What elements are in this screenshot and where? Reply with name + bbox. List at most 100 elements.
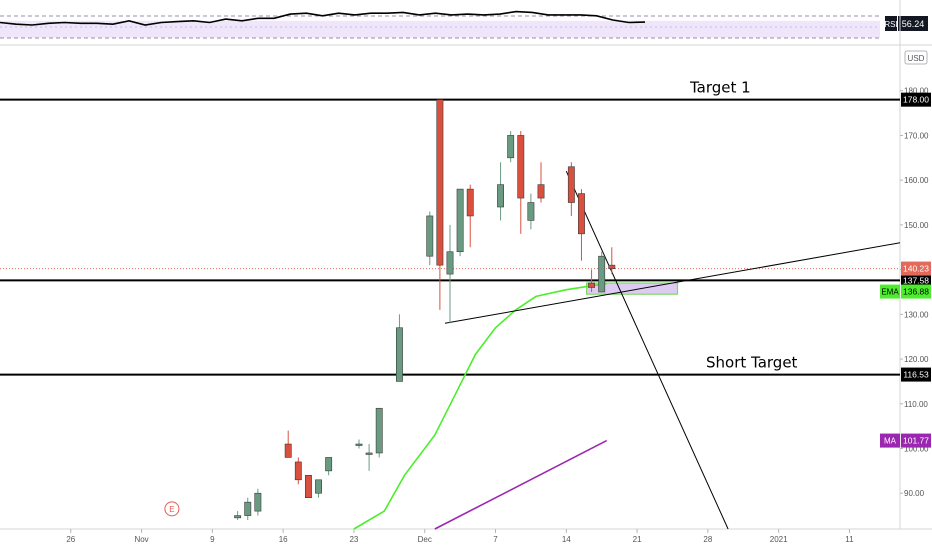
trendline-layer xyxy=(444,171,901,530)
candle[interactable] xyxy=(537,162,545,203)
price-tick-label: 120.00 xyxy=(904,355,929,364)
rsi-value-label: 56.24 xyxy=(902,19,925,29)
candle[interactable] xyxy=(436,99,444,310)
level-price-tag-bg xyxy=(901,367,931,382)
candle[interactable] xyxy=(497,162,504,221)
level-price-tag: 178.00 xyxy=(903,95,929,105)
candle[interactable] xyxy=(365,444,373,471)
candle-body xyxy=(284,443,292,458)
candle[interactable] xyxy=(375,407,383,458)
trend-line[interactable] xyxy=(444,242,901,324)
level-price-tag: 137.58 xyxy=(903,275,929,285)
candle[interactable] xyxy=(456,188,464,257)
ema-name-tag: EMA xyxy=(881,288,899,297)
price-tick-label: 110.00 xyxy=(904,400,928,409)
ema-value-tag-bg xyxy=(901,284,931,299)
candle[interactable] xyxy=(315,479,322,498)
level-price-tag-bg xyxy=(901,92,931,107)
time-tick-label: 26 xyxy=(66,535,75,544)
rsi-line xyxy=(0,10,646,26)
ma-value-tag: 101.77 xyxy=(903,436,929,446)
candle[interactable] xyxy=(304,475,312,498)
candle-body xyxy=(365,452,373,455)
candle[interactable] xyxy=(294,457,302,485)
candle[interactable] xyxy=(446,224,454,324)
axis-tags: 178.00 137.58 116.53 140.23 EMA 136.88 MA 101.7… xyxy=(880,92,931,448)
candle[interactable] xyxy=(426,211,434,266)
candle[interactable] xyxy=(234,511,242,521)
time-tick-label: 9 xyxy=(210,535,215,544)
marker-layer: E xyxy=(164,501,180,517)
price-tick-label: 160.00 xyxy=(904,176,929,185)
time-axis[interactable]: 26 Nov 9 16 23 Dec 7 14 21 28 2021 11 xyxy=(66,529,854,544)
price-tick-label: 150.00 xyxy=(904,221,929,230)
candle[interactable] xyxy=(517,130,525,234)
candle[interactable] xyxy=(244,497,252,521)
candle[interactable] xyxy=(355,439,363,449)
candle-body xyxy=(294,461,302,481)
candle-body xyxy=(497,184,504,208)
last-price-tag: 140.23 xyxy=(903,264,929,274)
candle-body xyxy=(578,193,585,235)
candle-body xyxy=(456,188,464,253)
candle[interactable] xyxy=(567,162,575,216)
candle[interactable] xyxy=(608,247,616,275)
candle[interactable] xyxy=(466,184,474,248)
ma-name-tag: MA xyxy=(884,437,897,446)
candle-body xyxy=(315,479,322,494)
price-tick-label: 100.00 xyxy=(904,445,929,454)
price-tick-label: 130.00 xyxy=(904,310,929,319)
candle[interactable] xyxy=(598,251,606,293)
candle[interactable] xyxy=(578,189,585,261)
time-tick-label: 14 xyxy=(562,535,571,544)
trend-line[interactable] xyxy=(565,171,729,530)
candle-body xyxy=(608,264,616,270)
ma-line xyxy=(434,439,608,530)
price-tick-label: 180.00 xyxy=(904,87,929,96)
currency-badge[interactable] xyxy=(904,50,928,65)
candle[interactable] xyxy=(588,269,596,292)
candle-body xyxy=(244,501,252,516)
level-price-tag-bg xyxy=(901,273,931,288)
candle-body xyxy=(466,188,474,217)
price-tick-label: 90.00 xyxy=(904,489,925,498)
level-price-tag: 116.53 xyxy=(903,370,929,380)
candle[interactable] xyxy=(254,488,262,516)
candle-body xyxy=(507,135,515,159)
ema-line xyxy=(353,282,607,530)
candle-layer xyxy=(234,99,616,521)
currency-label: USD xyxy=(908,54,925,63)
ema-value-tag: 136.88 xyxy=(903,287,929,297)
time-tick-label: Dec xyxy=(418,535,432,544)
last-price-tag-bg xyxy=(901,261,931,276)
ema-name-tag-bg xyxy=(880,284,900,299)
time-tick-label: 28 xyxy=(703,535,712,544)
time-tick-label: 2021 xyxy=(770,535,788,544)
candle-body xyxy=(567,166,575,203)
level-layer: Target 1 Short Target xyxy=(0,79,900,376)
candle[interactable] xyxy=(284,430,292,458)
zone-layer xyxy=(585,282,679,295)
rsi-band xyxy=(0,20,880,38)
earnings-marker[interactable] xyxy=(164,501,180,517)
candle-body xyxy=(598,255,606,293)
ma-layer xyxy=(353,282,608,530)
candle[interactable] xyxy=(325,457,333,476)
candle[interactable] xyxy=(527,193,535,230)
candle-body xyxy=(355,443,363,446)
candle[interactable] xyxy=(396,314,403,382)
candle-body xyxy=(517,135,525,199)
level-annotation: Short Target xyxy=(706,354,798,372)
earnings-marker-label: E xyxy=(169,505,174,514)
level-annotation: Target 1 xyxy=(689,79,751,97)
candle-body xyxy=(537,184,545,199)
rsi-indicator-label: RSI xyxy=(884,20,897,29)
ma-name-tag-bg xyxy=(880,433,900,448)
ma-value-tag-bg xyxy=(901,433,931,448)
candle[interactable] xyxy=(507,130,515,163)
candle-body xyxy=(527,202,535,221)
candle-body xyxy=(436,99,444,266)
candle-body xyxy=(325,457,333,472)
